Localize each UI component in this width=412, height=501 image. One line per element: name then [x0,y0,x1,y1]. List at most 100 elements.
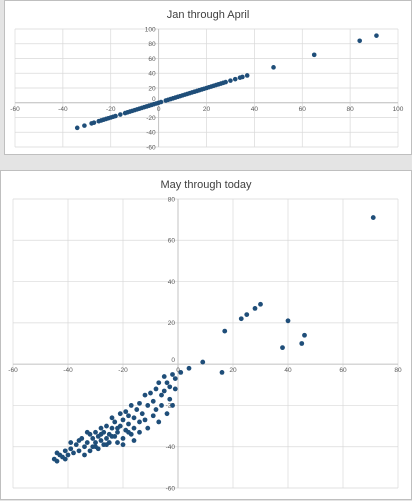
data-point[interactable] [109,433,115,439]
data-point[interactable] [93,440,98,445]
data-point[interactable] [109,425,115,431]
data-point[interactable] [244,312,250,317]
data-point[interactable] [82,444,87,450]
data-point[interactable] [68,440,74,445]
data-point[interactable] [87,448,93,454]
data-point[interactable] [126,413,131,419]
data-point[interactable] [142,392,148,398]
data-point[interactable] [112,419,118,425]
data-point[interactable] [167,396,173,402]
data-point[interactable] [370,215,376,220]
data-point[interactable] [54,450,60,456]
data-point[interactable] [76,448,82,454]
data-point[interactable] [62,448,68,454]
data-point[interactable] [82,123,87,128]
data-point[interactable] [148,390,153,396]
data-point[interactable] [223,79,228,85]
data-point[interactable] [82,452,87,458]
data-point[interactable] [161,388,167,394]
data-point[interactable] [84,429,90,435]
data-point[interactable] [285,318,291,324]
data-point[interactable] [238,316,244,322]
data-point[interactable] [159,392,164,398]
data-point[interactable] [150,413,156,419]
data-point[interactable] [65,452,71,458]
data-point[interactable] [164,411,170,417]
data-point[interactable] [128,403,134,408]
data-point[interactable] [131,425,137,431]
data-point[interactable] [302,332,307,338]
data-point[interactable] [71,450,76,456]
data-point[interactable] [158,99,164,105]
data-point[interactable] [374,33,379,38]
data-point[interactable] [137,400,142,406]
data-point[interactable] [252,306,258,311]
data-point[interactable] [311,52,317,58]
data-point[interactable] [131,415,137,421]
data-point[interactable] [161,374,167,379]
data-point[interactable] [113,113,118,119]
data-point[interactable] [232,76,238,82]
data-point[interactable] [244,73,250,78]
data-point[interactable] [186,365,192,371]
data-point[interactable] [172,386,178,392]
data-point[interactable] [222,328,228,334]
data-point[interactable] [299,341,305,346]
data-point[interactable] [153,386,159,392]
data-point[interactable] [357,38,363,44]
chart-panel-jan-april[interactable]: Jan through April -60 -40 -20 0 20 40 60 80 100-… [4,0,412,155]
data-point[interactable] [131,438,137,443]
data-point[interactable] [62,456,68,462]
data-point[interactable] [156,419,162,425]
data-point[interactable] [93,444,98,450]
data-point[interactable] [280,345,285,351]
data-point[interactable] [134,407,140,412]
data-point[interactable] [170,403,175,408]
data-point[interactable] [258,301,263,307]
data-point[interactable] [159,403,164,408]
data-point[interactable] [51,456,57,462]
data-point[interactable] [91,120,97,125]
data-point[interactable] [120,417,126,423]
data-point[interactable] [228,78,233,83]
data-point[interactable] [98,431,104,437]
data-point[interactable] [142,417,148,423]
data-point[interactable] [240,74,245,80]
data-point[interactable] [90,436,96,441]
data-point[interactable] [145,425,151,431]
data-point[interactable] [178,370,184,375]
data-point[interactable] [150,398,156,404]
data-point[interactable] [104,436,109,441]
data-point[interactable] [172,376,178,381]
data-point[interactable] [170,372,175,377]
data-point[interactable] [153,407,159,412]
data-point[interactable] [104,442,109,448]
data-point[interactable] [156,380,162,386]
data-point[interactable] [104,423,109,429]
data-point[interactable] [73,442,79,448]
data-point[interactable] [126,421,131,427]
data-point[interactable] [219,370,225,375]
data-point[interactable] [126,429,131,435]
data-point[interactable] [115,429,120,435]
data-point[interactable] [98,438,104,443]
data-point[interactable] [120,436,126,441]
data-point[interactable] [115,425,120,431]
data-point[interactable] [76,438,82,443]
data-point[interactable] [120,442,126,448]
data-point[interactable] [164,380,170,386]
data-point[interactable] [137,419,142,425]
data-point[interactable] [84,440,90,445]
data-point[interactable] [145,403,151,408]
data-point[interactable] [109,415,115,421]
chart-panel-may-today[interactable]: May through today -60 -40 -20 0 20 40 60 80 -60 -… [0,170,412,500]
data-point[interactable] [123,409,129,415]
data-point[interactable] [271,65,276,70]
data-point[interactable] [200,359,206,365]
data-point[interactable] [118,112,123,117]
data-point[interactable] [137,429,142,435]
data-point[interactable] [115,440,120,445]
data-point[interactable] [117,411,123,417]
data-point[interactable] [93,429,98,435]
data-point[interactable] [74,125,80,131]
